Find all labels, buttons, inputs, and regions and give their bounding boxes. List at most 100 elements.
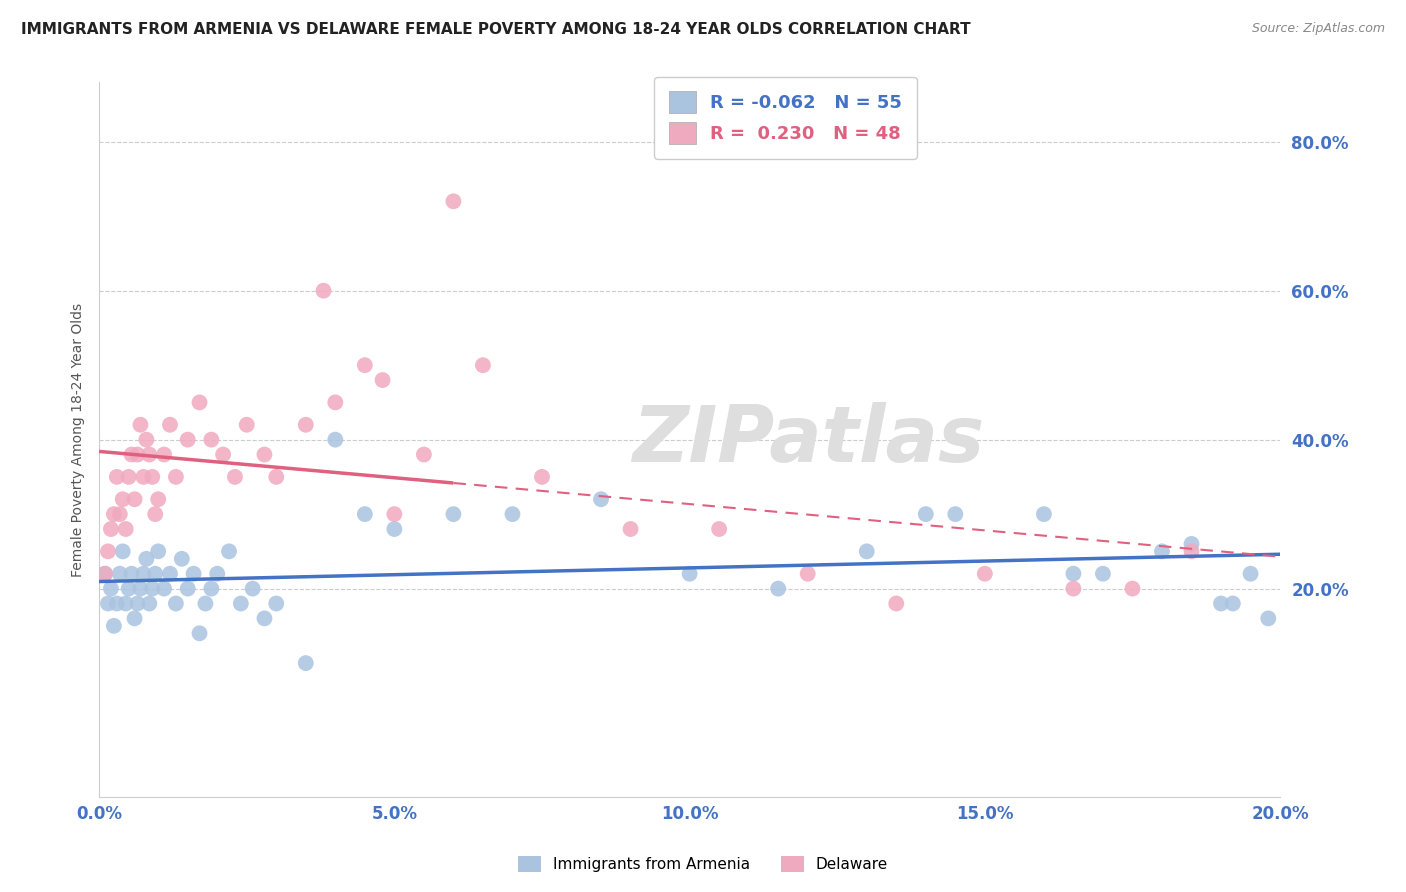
Point: [124, 492, 146, 507]
Point: [619, 522, 641, 536]
Point: [127, 448, 149, 462]
Point: [264, 597, 287, 611]
Point: [212, 448, 235, 462]
Point: [153, 582, 176, 596]
Text: ZIPatlas: ZIPatlas: [631, 401, 984, 477]
Point: [94, 566, 117, 581]
Point: [135, 433, 157, 447]
Point: [1032, 507, 1054, 521]
Point: [148, 544, 170, 558]
Point: [138, 448, 160, 462]
Point: [855, 544, 877, 558]
Point: [188, 626, 211, 640]
Point: [135, 551, 157, 566]
Point: [114, 597, 136, 611]
Point: [132, 470, 155, 484]
Point: [229, 597, 252, 611]
Point: [153, 448, 176, 462]
Point: [353, 507, 375, 521]
Point: [253, 611, 276, 625]
Point: [127, 597, 149, 611]
Point: [108, 507, 131, 521]
Point: [1150, 544, 1173, 558]
Point: [1062, 566, 1084, 581]
Point: [471, 358, 494, 372]
Point: [118, 470, 141, 484]
Point: [148, 492, 170, 507]
Point: [678, 566, 700, 581]
Legend: R = -0.062   N = 55, R =  0.230   N = 48: R = -0.062 N = 55, R = 0.230 N = 48: [654, 77, 917, 159]
Point: [294, 417, 316, 432]
Point: [111, 492, 134, 507]
Point: [1121, 582, 1143, 596]
Point: [382, 522, 405, 536]
Point: [707, 522, 730, 536]
Point: [141, 470, 163, 484]
Point: [1239, 566, 1261, 581]
Point: [97, 597, 120, 611]
Point: [200, 582, 222, 596]
Point: [94, 566, 117, 581]
Point: [138, 597, 160, 611]
Point: [1222, 597, 1244, 611]
Point: [159, 417, 181, 432]
Point: [312, 284, 335, 298]
Point: [441, 194, 464, 209]
Point: [766, 582, 789, 596]
Point: [111, 544, 134, 558]
Point: [103, 619, 125, 633]
Point: [176, 433, 198, 447]
Point: [353, 358, 375, 372]
Point: [1091, 566, 1114, 581]
Point: [143, 507, 166, 521]
Point: [218, 544, 240, 558]
Point: [141, 582, 163, 596]
Point: [194, 597, 217, 611]
Point: [294, 656, 316, 670]
Point: [441, 507, 464, 521]
Point: [105, 470, 128, 484]
Point: [100, 582, 122, 596]
Point: [1209, 597, 1232, 611]
Point: [371, 373, 394, 387]
Point: [796, 566, 818, 581]
Point: [235, 417, 257, 432]
Point: [121, 448, 143, 462]
Point: [943, 507, 966, 521]
Point: [242, 582, 264, 596]
Point: [108, 566, 131, 581]
Point: [205, 566, 228, 581]
Point: [501, 507, 523, 521]
Point: [1257, 611, 1279, 625]
Point: [124, 611, 146, 625]
Point: [118, 582, 141, 596]
Text: Source: ZipAtlas.com: Source: ZipAtlas.com: [1251, 22, 1385, 36]
Point: [412, 448, 434, 462]
Point: [170, 551, 193, 566]
Point: [97, 544, 120, 558]
Point: [323, 395, 346, 409]
Point: [121, 566, 143, 581]
Point: [165, 597, 187, 611]
Point: [914, 507, 936, 521]
Point: [132, 566, 155, 581]
Point: [323, 433, 346, 447]
Y-axis label: Female Poverty Among 18-24 Year Olds: Female Poverty Among 18-24 Year Olds: [72, 302, 86, 577]
Point: [143, 566, 166, 581]
Point: [530, 470, 553, 484]
Point: [103, 507, 125, 521]
Point: [1180, 537, 1202, 551]
Point: [1062, 582, 1084, 596]
Point: [114, 522, 136, 536]
Point: [129, 417, 152, 432]
Point: [973, 566, 995, 581]
Point: [884, 597, 907, 611]
Point: [188, 395, 211, 409]
Point: [183, 566, 205, 581]
Point: [200, 433, 222, 447]
Point: [382, 507, 405, 521]
Point: [129, 582, 152, 596]
Point: [100, 522, 122, 536]
Point: [264, 470, 287, 484]
Point: [224, 470, 246, 484]
